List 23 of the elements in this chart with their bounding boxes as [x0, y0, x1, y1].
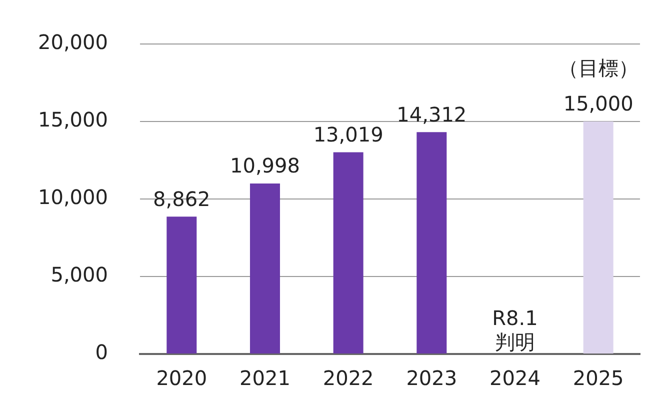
annotation: （目標）	[558, 56, 638, 80]
x-tick-label: 2020	[156, 366, 208, 390]
y-tick-label: 0	[95, 340, 108, 364]
x-tick-label: 2022	[322, 366, 374, 390]
x-tick-label: 2023	[406, 366, 458, 390]
y-tick-label: 10,000	[38, 185, 108, 210]
data-label: 8,862	[153, 186, 210, 211]
y-tick-label: 5,000	[50, 262, 108, 287]
bar	[416, 132, 447, 354]
x-tick-label: 2025	[572, 366, 624, 390]
x-tick-label: 2021	[240, 366, 290, 390]
data-label: 14,312	[396, 102, 467, 126]
y-tick-label: 15,000	[38, 108, 108, 132]
bar	[250, 184, 280, 354]
x-tick-label: 2024	[490, 366, 540, 390]
bar	[583, 122, 614, 354]
bar	[166, 216, 197, 354]
data-label: 15,000	[563, 92, 634, 116]
data-label: 10,998	[230, 154, 300, 178]
bar	[333, 152, 364, 354]
annotation: R8.1 判明	[492, 306, 538, 354]
y-tick-label: 20,000	[38, 30, 108, 54]
data-label: 13,019	[313, 122, 384, 146]
